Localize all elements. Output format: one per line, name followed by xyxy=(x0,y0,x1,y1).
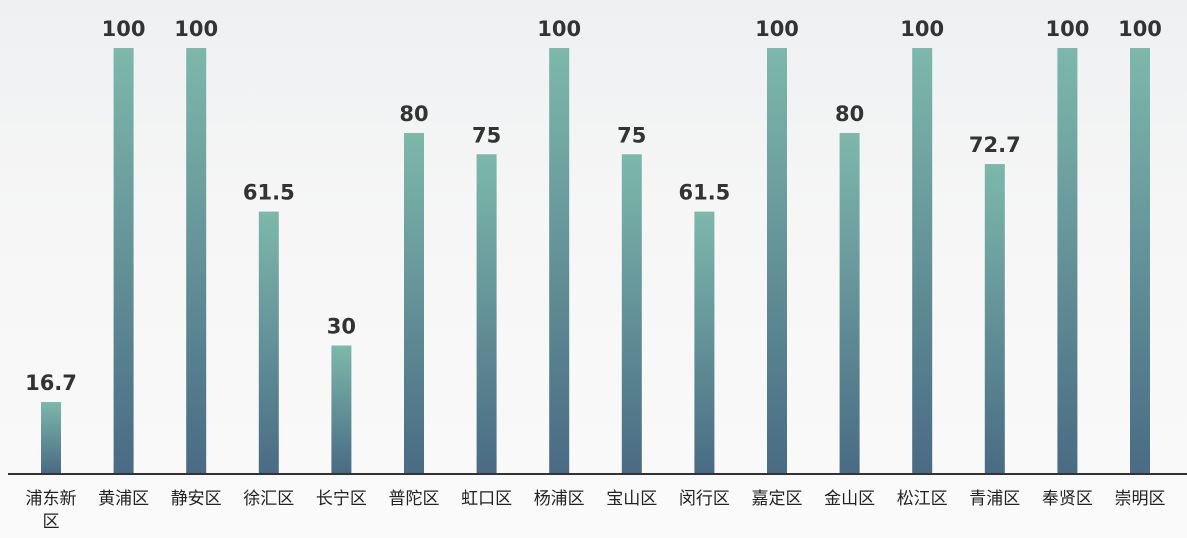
value-label: 16.7 xyxy=(25,371,77,395)
x-tick-label: 普陀区 xyxy=(388,489,440,509)
value-label: 100 xyxy=(1118,17,1162,41)
bar xyxy=(41,402,61,473)
bar xyxy=(258,211,279,473)
x-tick-label: 宝山区 xyxy=(606,489,658,509)
x-tick-label: 虹口区 xyxy=(461,489,513,509)
bar xyxy=(113,48,134,473)
x-tick-label: 黄浦区 xyxy=(98,489,150,509)
x-tick-label: 静安区 xyxy=(170,489,222,509)
x-tick-label: 闵行区 xyxy=(678,489,730,509)
bar xyxy=(767,48,787,473)
value-label: 100 xyxy=(1045,17,1089,41)
x-tick-label: 青浦区 xyxy=(969,489,1021,509)
x-tick-label: 金山区 xyxy=(824,489,876,509)
value-label: 72.7 xyxy=(969,133,1021,157)
value-label: 100 xyxy=(537,17,581,41)
x-tick-label: 松江区 xyxy=(896,489,948,509)
value-label: 61.5 xyxy=(678,181,730,205)
value-label: 75 xyxy=(472,123,501,147)
x-tick-label: 嘉定区 xyxy=(751,489,803,509)
bar xyxy=(912,48,933,473)
bar xyxy=(1057,48,1078,473)
x-tick-label: 徐汇区 xyxy=(243,489,295,509)
bar xyxy=(621,154,642,473)
value-label: 100 xyxy=(102,17,146,41)
bar xyxy=(839,133,860,473)
bar xyxy=(549,48,570,473)
x-tick-label: 奉贤区 xyxy=(1041,489,1093,509)
x-tick-label: 杨浦区 xyxy=(533,489,585,509)
bar xyxy=(694,211,715,473)
x-tick-label: 崇明区 xyxy=(1114,489,1166,509)
value-label: 100 xyxy=(755,17,799,41)
value-label: 30 xyxy=(327,315,356,339)
bar xyxy=(186,48,207,473)
bar xyxy=(984,164,1005,473)
bar xyxy=(1130,48,1150,473)
bar xyxy=(331,345,352,473)
value-label: 80 xyxy=(399,102,428,126)
value-label: 100 xyxy=(900,17,944,41)
value-label: 100 xyxy=(174,17,218,41)
x-tick-label: 浦东新区 xyxy=(25,489,77,532)
value-label: 75 xyxy=(617,123,646,147)
bar xyxy=(404,133,424,473)
bar xyxy=(476,154,497,473)
value-label: 61.5 xyxy=(243,181,295,205)
x-tick-label: 长宁区 xyxy=(315,489,367,509)
value-label: 80 xyxy=(835,102,864,126)
